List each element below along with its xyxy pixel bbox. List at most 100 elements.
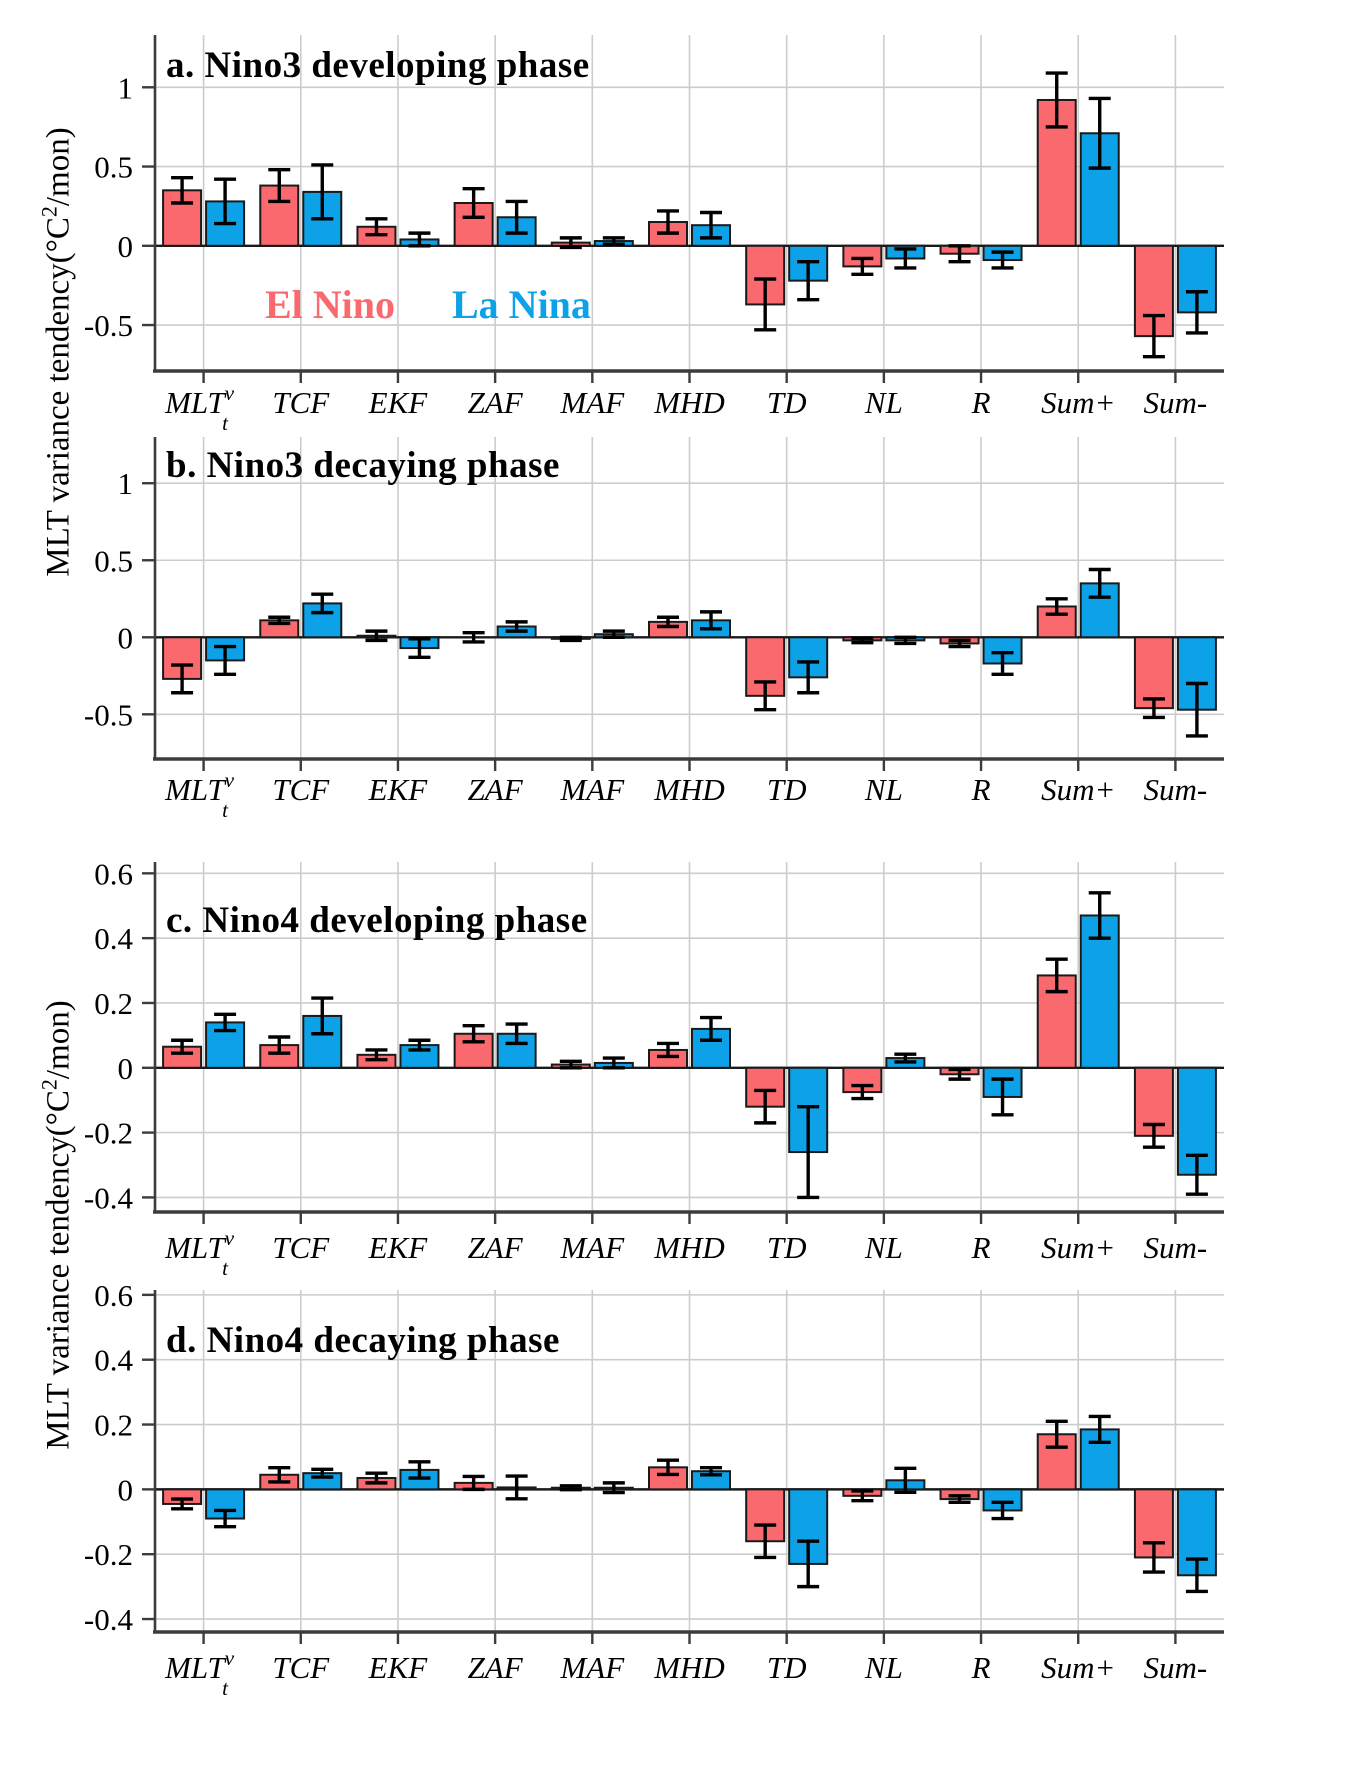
y-tick-label: 0.6 [94,1278,133,1313]
panel-d-plot: 0.6 0.4 0.2 0 -0.2 -0.4 MLTv t TCF EKF ZAF MAF MHD TD… [84,1278,1224,1700]
x-tick-label: Sum+ [1041,1230,1115,1265]
panel-c-errorbar-la-nina-5 [700,1015,722,1042]
panel-d-errorbar-la-nina-9 [1088,1414,1111,1445]
panel-d-errorbar-el-nino-7 [851,1489,874,1503]
y-tick-label: 0 [118,1051,134,1086]
y-axis-label-text: MLT variance tendency(°C [40,217,77,577]
x-tick-label: MHD [653,1230,725,1265]
panel-c-errorbar-el-nino-8 [948,1067,971,1081]
panel-b-errorbar-el-nino-0 [171,663,194,695]
panel-c-plot: 0.6 0.4 0.2 0 -0.2 -0.4 MLTv t TCF EKF ZAF MAF MHD TD… [84,856,1224,1280]
panel-a-errorbar-la-nina-10 [1185,290,1208,335]
panel-b-errorbar-la-nina-8 [991,650,1014,676]
x-tick-label: NL [864,1650,903,1685]
x-tick-label: EKF [368,385,429,420]
panel-b-errorbar-la-nina-0 [214,644,237,676]
panel-a-errorbar-el-nino-4 [559,236,582,250]
panel-d-errorbar-la-nina-4 [602,1481,625,1495]
panel-b-errorbar-la-nina-6 [797,660,820,695]
panel-d-errorbar-el-nino-1 [268,1465,291,1484]
panel-b-errorbar-la-nina-9 [1088,567,1111,599]
panel-c-errorbar-el-nino-7 [851,1083,874,1101]
y-tick-label: -0.4 [84,1180,134,1215]
panel-d-errorbar-el-nino-0 [171,1497,194,1511]
legend-la-nina-label: La Nina [452,282,591,327]
panel-c-errorbar-la-nina-8 [991,1077,1014,1117]
y-tick-label: 0.2 [94,986,133,1021]
x-tick-label: MLTv t [164,768,235,822]
panel-d-errorbar-la-nina-6 [797,1539,820,1589]
panel-b-errorbar-el-nino-6 [754,680,777,712]
x-tick-label: TD [767,1230,807,1265]
panel-a-errorbar-la-nina-4 [602,236,625,246]
panel-d-errorbar-el-nino-4 [559,1484,582,1492]
panel-c-errorbar-el-nino-9 [1045,957,1068,994]
y-tick-label: 0.2 [94,1408,133,1443]
panel-b-errorbar-la-nina-3 [505,620,528,633]
x-tick-label: MAF [559,385,625,420]
panel-d-errorbar-el-nino-2 [365,1471,388,1485]
x-tick-label: MLTv t [164,1226,235,1280]
panel-c-errorbar-el-nino-10 [1142,1122,1165,1149]
x-tick-label: TCF [272,1650,330,1685]
panel-b-plot: 1 0.5 0 -0.5 MLTv t TCF EKF ZAF MAF MHD TD NL R Sum+ Su… [84,437,1224,822]
x-tick-label: MAF [559,772,625,807]
x-tick-label: TCF [272,772,330,807]
x-tick-label: TCF [272,1230,330,1265]
panel-a-errorbar-el-nino-1 [268,168,291,204]
panel-b-errorbar-la-nina-2 [408,637,431,660]
x-tick-label: MAF [559,1230,625,1265]
panel-b-errorbar-el-nino-4 [559,635,582,643]
x-tick-label: R [971,385,991,420]
panel-d-errorbar-el-nino-10 [1142,1541,1165,1574]
x-tick-label: Sum- [1144,385,1208,420]
x-tick-label: ZAF [468,1650,524,1685]
x-tick-label: ZAF [468,1230,524,1265]
panel-c-errorbar-la-nina-2 [408,1038,431,1052]
x-tick-label: TD [767,1650,807,1685]
panel-d-errorbar-la-nina-1 [311,1467,334,1479]
panel-d-errorbar-el-nino-9 [1045,1419,1068,1449]
x-tick-label: Sum- [1144,772,1208,807]
panel-d-title: d. Nino4 decaying phase [166,1320,560,1361]
panel-b-errorbar-el-nino-10 [1142,697,1165,720]
panel-d-errorbar-el-nino-3 [462,1474,485,1492]
panel-a-errorbar-el-nino-3 [462,187,485,219]
panel-c-errorbar-el-nino-1 [268,1035,291,1055]
panel-a-errorbar-el-nino-0 [171,175,194,205]
panel-a-errorbar-la-nina-6 [797,259,820,302]
panel-b-errorbar-la-nina-4 [602,629,625,639]
panel-b-errorbar-el-nino-7 [851,636,874,645]
panel-d-errorbar-la-nina-3 [505,1474,528,1501]
panel-b-errorbar-la-nina-1 [311,592,334,615]
panel-d-errorbar-la-nina-8 [991,1500,1014,1521]
panel-c-errorbar-la-nina-0 [214,1012,237,1033]
panel-d-errorbar-la-nina-10 [1185,1557,1208,1594]
panel-a-errorbar-la-nina-2 [408,231,431,248]
y-tick-label: -0.2 [84,1537,133,1572]
panel-c-errorbar-la-nina-9 [1088,891,1111,940]
x-tick-label: R [971,772,991,807]
panel-d-errorbar-la-nina-7 [894,1466,917,1494]
panel-a-plot: 1 0.5 0 -0.5 MLTv t TCF EKF ZAF MAF MHD TD NL R Sum+ Su… [84,35,1224,435]
panel-a-errorbar-la-nina-8 [991,250,1014,270]
y-tick-label: 1 [118,70,134,105]
panel-d-errorbar-el-nino-5 [657,1458,679,1477]
x-tick-label: TD [767,772,807,807]
y-axis-label-sup: 2 [36,1079,62,1091]
panel-c-errorbar-el-nino-3 [462,1023,485,1044]
panel-b-errorbar-el-nino-5 [657,615,679,629]
x-tick-label: NL [864,1230,903,1265]
panel-b-errorbar-el-nino-2 [365,629,388,643]
panel-c-errorbar-el-nino-6 [754,1088,777,1125]
panel-a-errorbar-el-nino-6 [754,277,777,332]
x-tick-label: MHD [653,772,725,807]
panel-c-errorbar-la-nina-1 [311,996,334,1036]
panel-b-errorbar-el-nino-1 [268,615,291,626]
panel-a-errorbar-la-nina-5 [700,210,722,240]
y-tick-label: 0 [118,229,134,264]
panel-a-errorbar-el-nino-8 [948,244,971,264]
panel-c-errorbar-la-nina-6 [797,1104,820,1200]
panel-b-errorbar-la-nina-5 [700,610,722,631]
panel-a-errorbar-el-nino-2 [365,217,388,237]
